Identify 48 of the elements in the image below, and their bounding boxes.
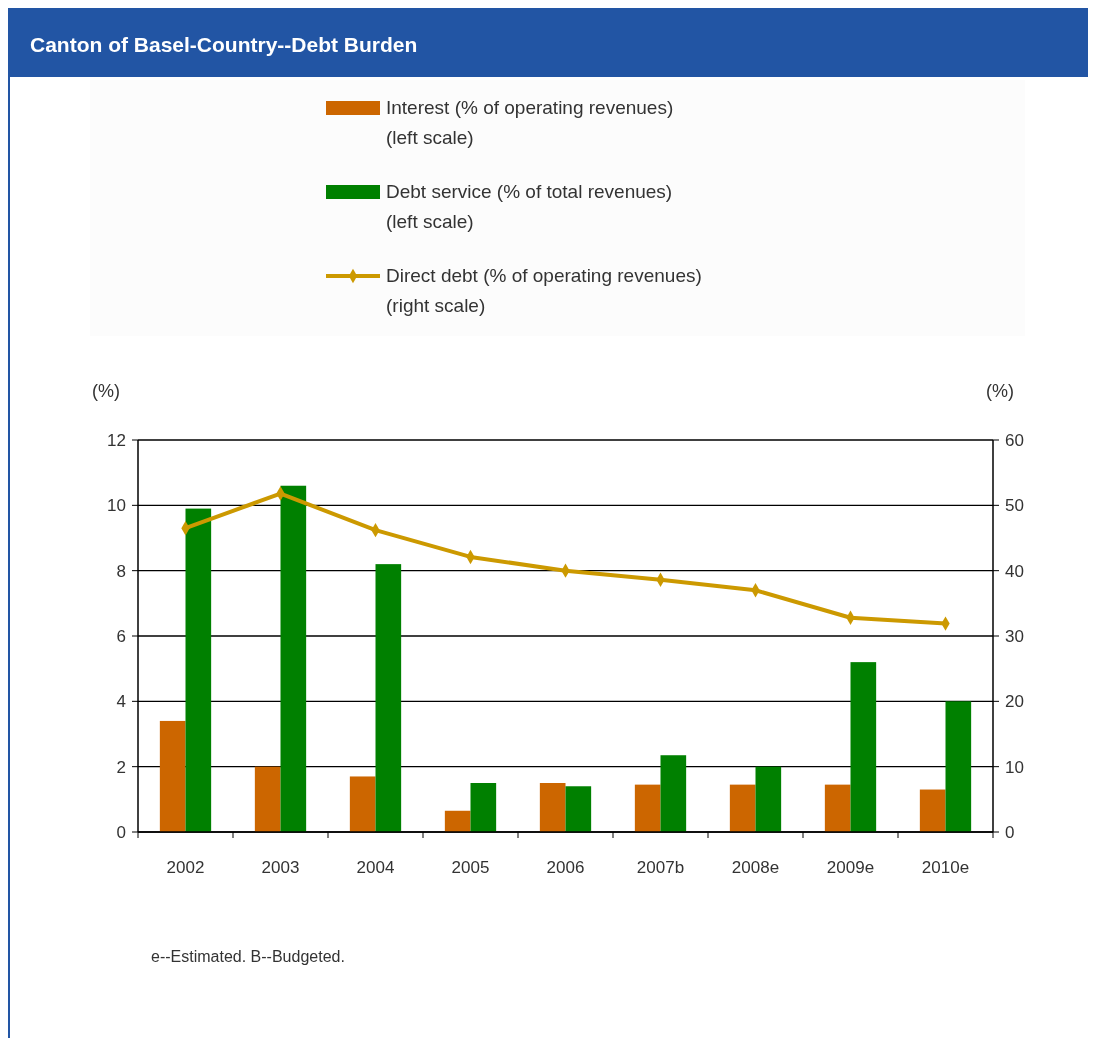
- legend-label: Direct debt (% of operating revenues) (right scale): [386, 265, 702, 316]
- bar: [185, 508, 212, 832]
- y-axis-title: (%): [92, 381, 120, 401]
- x-tick-label: 2009e: [826, 858, 875, 877]
- text: e--Estimated. B--Budgeted.: [151, 948, 345, 965]
- y-tick-label: 12: [107, 431, 126, 450]
- x-tick-label: 2008e: [731, 858, 780, 877]
- bar: [824, 784, 851, 832]
- bar: [539, 783, 566, 832]
- bar: [470, 783, 497, 832]
- bar: [945, 701, 972, 832]
- x-tick-label: 2006: [546, 858, 585, 877]
- bar: [919, 789, 946, 832]
- bar: [850, 662, 877, 832]
- bar: [565, 786, 592, 832]
- bar: [660, 755, 687, 832]
- chart-title: Canton of Basel-Country--Debt Burden: [30, 33, 418, 56]
- bar: [349, 776, 376, 832]
- y2-tick-label: 40: [1005, 561, 1024, 581]
- bar: [444, 810, 471, 832]
- y2-tick-label: 60: [1005, 431, 1024, 450]
- x-tick-label: 2005: [451, 858, 490, 877]
- y2-axis-title: (%): [986, 381, 1014, 401]
- x-tick-label: 2003: [261, 858, 300, 877]
- y-tick-label: 0: [116, 823, 126, 842]
- x-tick-label: 2002: [166, 858, 205, 877]
- bar: [280, 485, 307, 832]
- x-tick-label: 2004: [356, 858, 395, 877]
- bar: [755, 766, 782, 832]
- legend-label: Debt service (% of total revenues) (left scale): [386, 181, 673, 232]
- y2-tick-label: 20: [1005, 692, 1024, 712]
- y2-tick-label: 50: [1005, 496, 1024, 516]
- x-tick-label: 2010e: [921, 858, 970, 877]
- bar: [634, 784, 661, 832]
- bar: [254, 766, 281, 832]
- bar: [375, 564, 402, 832]
- bar: [729, 784, 756, 832]
- y2-tick-label: 10: [1005, 757, 1024, 777]
- y-tick-label: 10: [107, 496, 126, 516]
- y2-tick-label: 0: [1005, 823, 1015, 842]
- x-tick-label: 2007b: [636, 858, 685, 877]
- y-tick-label: 4: [116, 692, 126, 712]
- y-tick-label: 2: [116, 757, 126, 777]
- legend-label: Interest (% of operating revenues) (left scale): [386, 97, 674, 148]
- y2-tick-label: 30: [1005, 627, 1024, 646]
- y-tick-label: 8: [116, 561, 126, 581]
- y-tick-label: 6: [116, 627, 126, 646]
- bar: [159, 720, 186, 832]
